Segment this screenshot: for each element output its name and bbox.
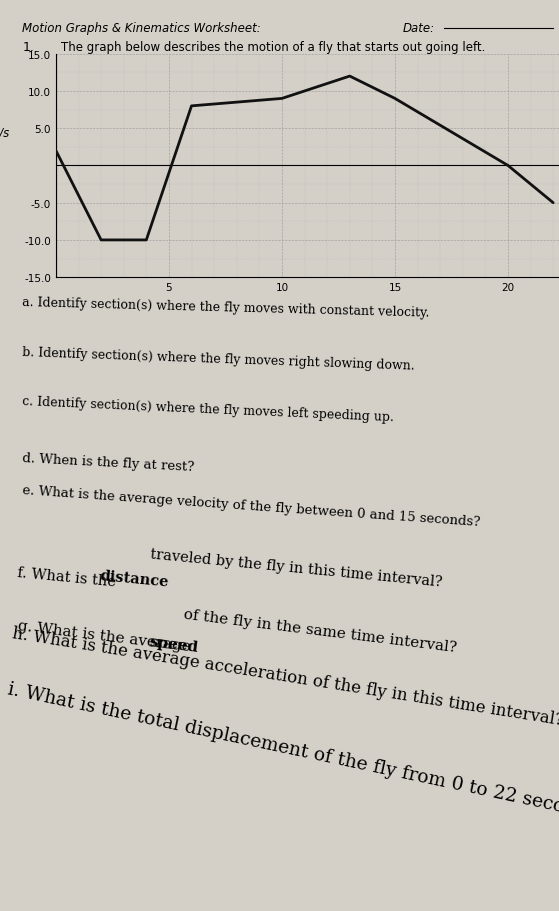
- Text: h. What is the average acceleration of the fly in this time interval?: h. What is the average acceleration of t…: [11, 624, 559, 728]
- Text: f. What is the: f. What is the: [17, 565, 121, 589]
- Text: a. Identify section(s) where the fly moves with constant velocity.: a. Identify section(s) where the fly mov…: [22, 296, 430, 320]
- Text: Motion Graphs & Kinematics Worksheet:: Motion Graphs & Kinematics Worksheet:: [22, 22, 261, 35]
- Text: c. Identify section(s) where the fly moves left speeding up.: c. Identify section(s) where the fly mov…: [22, 394, 395, 424]
- Y-axis label: V(m/s: V(m/s: [0, 127, 9, 139]
- Text: speed: speed: [148, 634, 199, 654]
- Text: i. What is the total displacement of the fly from 0 to 22 seconds?: i. What is the total displacement of the…: [6, 680, 559, 824]
- Text: b. Identify section(s) where the fly moves right slowing down.: b. Identify section(s) where the fly mov…: [22, 345, 415, 372]
- Text: Date:: Date:: [402, 22, 434, 35]
- Text: traveled by the fly in this time interval?: traveled by the fly in this time interva…: [145, 547, 443, 589]
- Text: 1.: 1.: [22, 41, 34, 54]
- Text: e. What is the average velocity of the fly between 0 and 15 seconds?: e. What is the average velocity of the f…: [22, 484, 481, 528]
- Text: distance: distance: [99, 568, 169, 589]
- Text: d. When is the fly at rest?: d. When is the fly at rest?: [22, 452, 195, 474]
- Text: The graph below describes the motion of a fly that starts out going left.: The graph below describes the motion of …: [61, 41, 486, 54]
- Text: g. What is the average: g. What is the average: [17, 619, 196, 654]
- Text: of the fly in the same time interval?: of the fly in the same time interval?: [178, 606, 458, 654]
